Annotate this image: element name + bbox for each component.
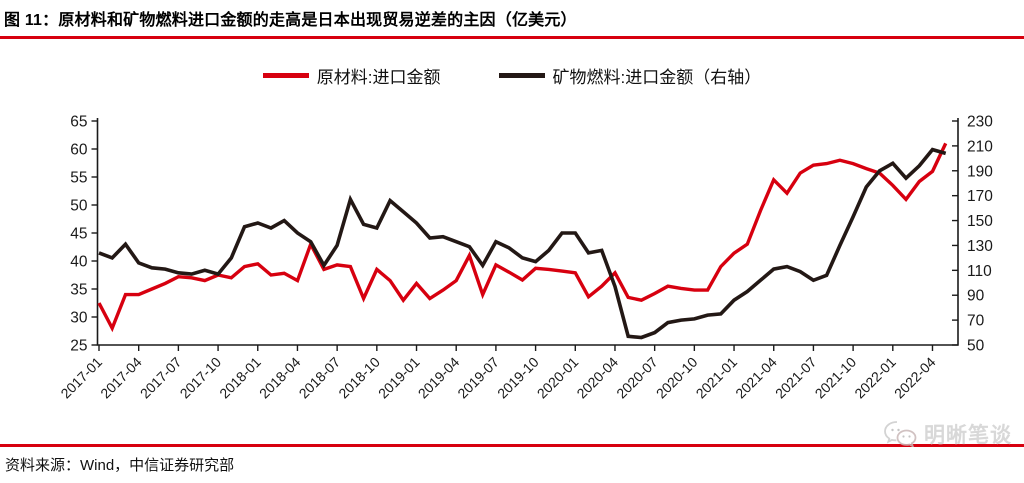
- x-axis-tick-label: 2020-01: [534, 354, 582, 402]
- x-axis-tick-label: 2017-07: [137, 354, 185, 402]
- red-line-swatch: [262, 73, 309, 78]
- left-axis-tick-label: 65: [70, 114, 87, 131]
- left-axis-tick-label: 35: [70, 282, 87, 299]
- chart-title: 图 11：原材料和矿物燃料进口金额的走高是日本出现贸易逆差的主因（亿美元）: [4, 12, 577, 29]
- x-axis-tick-label: 2017-10: [177, 354, 225, 402]
- x-axis-tick-label: 2020-10: [653, 354, 701, 402]
- right-axis-tick-label: 50: [967, 338, 985, 355]
- right-axis-tick-label: 90: [967, 288, 985, 305]
- x-axis-tick-label: 2018-04: [256, 354, 304, 402]
- x-axis-tick-label: 2017-04: [97, 354, 145, 402]
- right-axis-tick-label: 190: [967, 163, 993, 180]
- x-axis-tick-label: 2020-07: [613, 354, 661, 402]
- x-axis-tick-label: 2019-07: [454, 354, 502, 402]
- data-source-note: 资料来源：Wind，中信证券研究部: [5, 457, 235, 474]
- legend-label: 矿物燃料:进口金额（右轴）: [552, 68, 762, 87]
- right-axis-tick-label: 110: [967, 263, 992, 280]
- left-axis-tick-label: 25: [70, 338, 87, 355]
- right-axis-tick-label: 130: [967, 238, 993, 255]
- raw-material-series-line: [97, 142, 948, 333]
- x-axis-tick-label: 2019-01: [375, 354, 423, 402]
- chart-legend: 原材料:进口金额 矿物燃料:进口金额（右轴）: [0, 63, 1024, 88]
- right-axis-tick-label: 210: [967, 138, 993, 155]
- right-axis-tick-label: 170: [967, 188, 993, 205]
- black-line-swatch: [498, 73, 545, 78]
- mineral-fuel-series-line: [98, 147, 947, 340]
- watermark: 明晰笔谈: [884, 419, 1012, 449]
- x-axis-tick-label: 2020-04: [573, 354, 621, 402]
- right-axis-tick-label: 70: [967, 313, 985, 330]
- x-axis-tick-label: 2019-04: [415, 354, 463, 402]
- x-axis-tick-label: 2021-04: [732, 354, 780, 402]
- right-axis-tick-label: 230: [967, 114, 993, 131]
- x-axis-tick-label: 2018-01: [216, 354, 264, 402]
- right-axis-tick-label: 150: [967, 213, 993, 230]
- x-axis-tick-label: 2018-07: [296, 354, 344, 402]
- x-axis-tick-label: 2018-10: [335, 354, 383, 402]
- axes-frame: [96, 118, 959, 346]
- x-axis-tick-label: 2021-10: [812, 354, 860, 402]
- x-axis-tick-label: 2019-10: [494, 354, 542, 402]
- x-axis-tick-label: 2021-01: [693, 354, 741, 402]
- legend-item-raw-material: 原材料:进口金额: [262, 63, 441, 88]
- left-axis-tick-label: 45: [70, 226, 87, 243]
- wechat-logo-icon: [884, 421, 917, 447]
- left-axis-tick-label: 50: [70, 198, 88, 215]
- legend-item-mineral-fuel: 矿物燃料:进口金额（右轴）: [498, 63, 762, 88]
- watermark-text: 明晰笔谈: [924, 424, 1012, 447]
- footer-rule: [0, 444, 1024, 447]
- x-axis-tick-label: 2022-04: [891, 354, 939, 402]
- left-axis-tick-label: 55: [70, 170, 87, 187]
- left-axis-tick-label: 40: [70, 254, 88, 271]
- title-underline: [0, 36, 1024, 39]
- x-axis-tick-label: 2021-07: [772, 354, 820, 402]
- legend-label: 原材料:进口金额: [316, 68, 441, 87]
- x-axis-tick-label: 2022-01: [851, 354, 899, 402]
- left-axis-tick-label: 30: [70, 310, 88, 327]
- left-axis-tick-label: 60: [70, 142, 88, 159]
- x-axis-tick-label: 2017-01: [57, 354, 105, 402]
